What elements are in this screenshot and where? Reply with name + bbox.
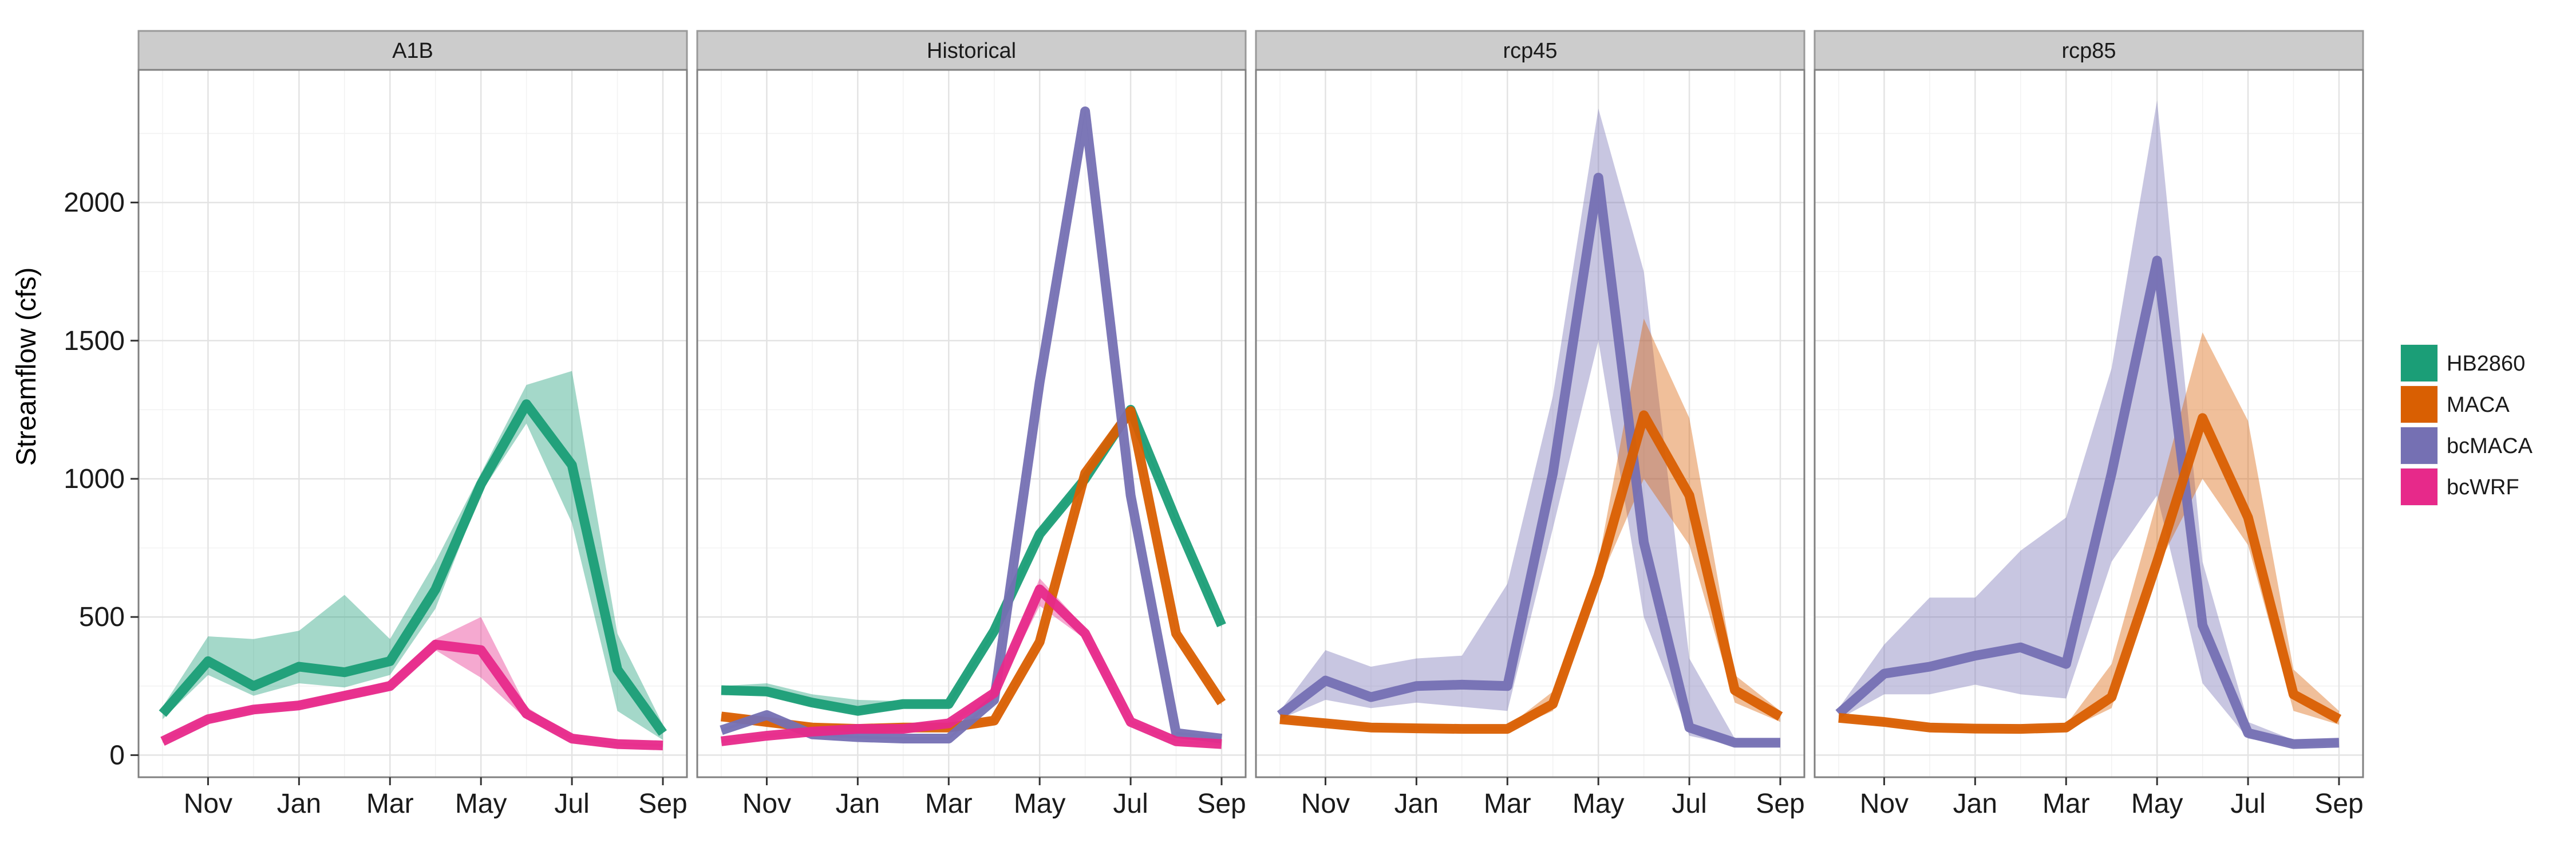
series-lines [1835,255,2342,749]
x-tick-label: Mar [2042,789,2090,819]
y-tick-label: 500 [79,602,125,632]
plot-area [1814,69,2364,778]
legend-item-hb2860: HB2860 [2399,343,2525,383]
gridlines [1256,70,1804,777]
x-tick-label: Mar [1484,789,1531,819]
x-tick-label: Jan [1953,789,1997,819]
series-lines [720,106,1226,749]
x-tick-label: Nov [1860,789,1909,819]
ribbon-bcmaca [1839,100,2339,747]
legend-label: bcMACA [2447,434,2533,458]
x-tick-label: Jan [1394,789,1439,819]
legend-swatch [2401,427,2437,464]
x-tick-label: Jan [277,789,321,819]
x-tick-label: Mar [366,789,414,819]
y-tick-label: 1500 [64,326,125,356]
x-tick-label: Mar [925,789,973,819]
panel-a1b: A1B Nov Jan Mar May Jul Sep [137,30,688,819]
x-tick-label: Nov [184,789,232,819]
panel-title: Historical [927,39,1016,63]
legend-label: bcWRF [2447,475,2519,499]
gridlines [697,70,1246,777]
panels-layer: A1B Nov Jan Mar May Jul Sep Historical Nov Jan Mar… [137,30,2364,819]
legend-item-maca: MACA [2399,384,2510,424]
panel-strip [1814,30,2364,71]
x-tick-label: Sep [2314,789,2363,819]
x-tick-label: Sep [1756,789,1804,819]
x-tick-label: Nov [1301,789,1350,819]
plot-border [137,69,688,778]
series-line-maca [1279,410,1783,734]
x-tick-label: May [2131,789,2183,819]
gridlines [1815,70,2363,777]
x-axis: Nov Jan Mar May Jul Sep [184,777,688,819]
legend: HB2860 MACA bcMACA bcWRF [2399,343,2533,507]
x-tick-label: Sep [1197,789,1246,819]
legend-label: MACA [2447,393,2510,417]
series-line-bcwrf [720,584,1222,749]
x-tick-label: Sep [638,789,687,819]
x-tick-label: May [1573,789,1625,819]
plot-border [1255,69,1805,778]
series-lines [1277,172,1783,748]
x-tick-label: Jul [2230,789,2265,819]
panel-title: rcp45 [1503,39,1557,63]
legend-swatch [2401,469,2437,505]
legend-item-bcmaca: bcMACA [2399,426,2533,466]
panel-historical: Historical Nov Jan Mar May Jul Sep [696,30,1247,819]
legend-swatch [2401,345,2437,381]
x-axis: Nov Jan Mar May Jul Sep [1860,777,2364,819]
plot-border [696,69,1247,778]
panel-rcp45: rcp45 Nov Jan Mar May Jul Sep [1255,30,1805,819]
panel-strip [137,30,688,71]
x-tick-label: May [455,789,507,819]
plot-border [1814,69,2364,778]
x-tick-label: Nov [742,789,791,819]
legend-swatch [2401,386,2437,423]
x-tick-label: May [1014,789,1066,819]
ribbon-hb2860 [163,371,663,740]
x-tick-label: Jul [1113,789,1148,819]
legend-label: HB2860 [2447,352,2525,376]
x-tick-label: Jan [836,789,880,819]
series-line-hb2860 [159,399,667,736]
y-tick-label: 1000 [64,464,125,494]
series-line-bcmaca [1277,172,1780,748]
x-axis: Nov Jan Mar May Jul Sep [742,777,1246,819]
y-tick-label: 2000 [64,188,125,218]
gridlines [139,70,687,777]
panel-title: rcp85 [2061,39,2116,63]
series-line-bcwrf [160,639,663,750]
x-tick-label: Jul [554,789,589,819]
ribbon-maca [1280,318,1780,731]
y-axis-title: Streamflow (cfs) [11,267,42,466]
panel-rcp85: rcp85 Nov Jan Mar May Jul Sep [1814,30,2364,819]
series-line-maca [1838,413,2342,734]
legend-item-bcwrf: bcWRF [2399,467,2519,507]
series-lines [159,399,667,750]
panel-title: A1B [392,39,433,63]
x-axis: Nov Jan Mar May Jul Sep [1301,777,1805,819]
panel-strip [1255,30,1805,71]
y-axis: 0 500 1000 1500 2000 [64,188,139,770]
x-tick-label: Jul [1672,789,1706,819]
plot-area [1255,69,1805,778]
series-line-bcmaca [1835,255,2340,749]
y-tick-label: 0 [109,740,125,770]
